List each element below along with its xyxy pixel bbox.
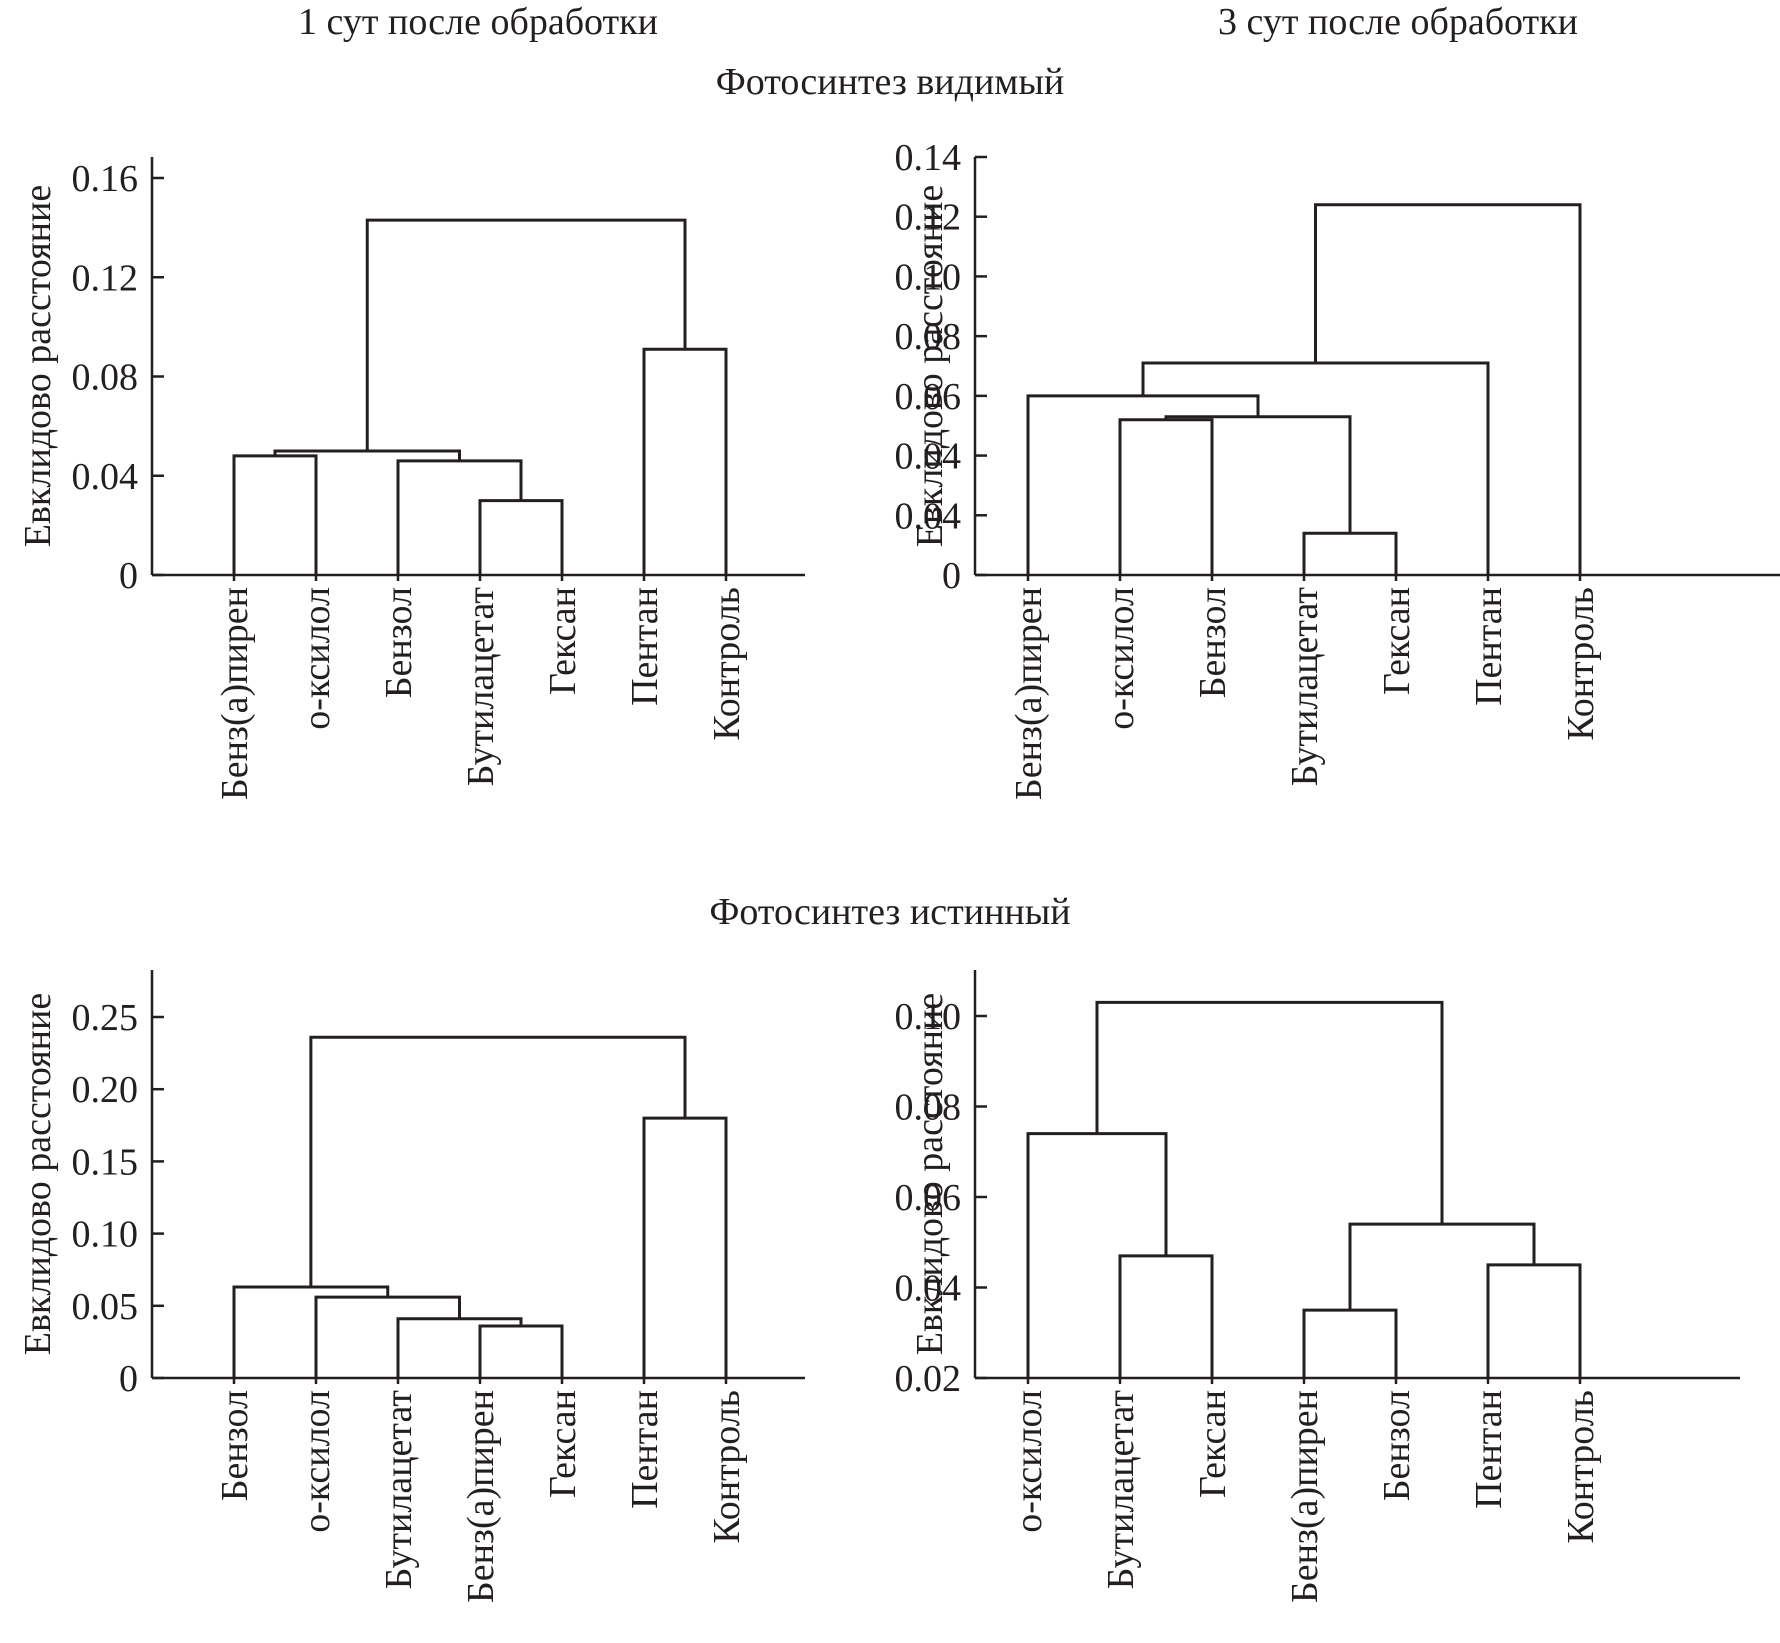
y-tick-label: 0.04 [895, 436, 962, 478]
dendrogram-link [1095, 1000, 1444, 1225]
leaf-label: Гексан [542, 1390, 584, 1498]
leaf-label: Контроль [706, 587, 748, 741]
dendrogram-link [1164, 415, 1352, 534]
row-title-true: Фотосинтез истинный [709, 891, 1071, 933]
y-tick-label: 0.02 [895, 1358, 962, 1400]
leaf-label: о-ксилол [1100, 587, 1142, 730]
leaf-label: Бензол [378, 587, 420, 698]
leaf-label: Контроль [1560, 1390, 1602, 1544]
dendrogram-link [232, 1285, 390, 1378]
y-tick-label: 0.10 [72, 1214, 139, 1256]
leaf-label: Бутилацетат [1284, 587, 1326, 787]
leaf-label: Бензол [1376, 1390, 1418, 1501]
y-tick-label: 0.10 [895, 996, 962, 1038]
leaf-label: Пентан [1468, 1390, 1510, 1509]
leaf-label: Контроль [706, 1390, 748, 1544]
y-tick-label: 0.04 [895, 495, 962, 537]
y-tick-label: 0.08 [895, 1087, 962, 1129]
y-tick-label: 0.06 [895, 1177, 962, 1219]
y-tick-label: 0.16 [72, 158, 139, 200]
leaf-label: Пентан [1468, 587, 1510, 706]
y-tick-label: 0.04 [72, 456, 139, 498]
dendrogram-link [232, 454, 318, 575]
y-axis-label: Евклидово расстояние [909, 993, 951, 1355]
leaf-label: Гексан [542, 587, 584, 695]
y-tick-label: 0.04 [895, 1268, 962, 1310]
leaf-label: о-ксилол [296, 1390, 338, 1533]
leaf-label: о-ксилол [296, 587, 338, 730]
dendrogram-link [273, 449, 461, 461]
y-tick-label: 0.20 [72, 1069, 139, 1111]
y-axis-label: Евклидово расстояние [909, 185, 951, 547]
leaf-label: Гексан [1376, 587, 1418, 695]
y-tick-label: 0.25 [72, 997, 139, 1039]
leaf-label: Пентан [624, 1390, 666, 1509]
dendrogram-link [396, 459, 523, 575]
dendrogram-link [1314, 203, 1582, 575]
chart-visible-day1: 0 0.04 0.08 0.12 0.16 Евклидово расстояние Бен… [17, 157, 805, 800]
leaf-label: Бенз(а)пирен [460, 1390, 502, 1603]
y-tick-label: 0 [119, 555, 138, 597]
leaf-label: Бутилацетат [460, 587, 502, 787]
y-tick-label: 0.05 [72, 1286, 139, 1328]
leaf-label: Бенз(а)пирен [1008, 587, 1050, 800]
dendrogram-link [642, 1116, 728, 1378]
leaf-label: Бутилацетат [378, 1390, 420, 1590]
y-tick-label: 0.08 [72, 357, 139, 399]
y-tick-label: 0.06 [895, 376, 962, 418]
dendrogram-link [478, 1324, 564, 1378]
y-tick-label: 0.08 [895, 316, 962, 358]
dendrogram-link [642, 347, 728, 575]
leaf-label: Гексан [1192, 1390, 1234, 1498]
chart-visible-day3: 0 0.04 0.04 0.06 0.08 0.10 0.12 0.14 Евклидово р… [895, 137, 1780, 800]
leaf-label: Бенз(а)пирен [1284, 1390, 1326, 1603]
chart-true-day1: 0 0.05 0.10 0.15 0.20 0.25 Евклидово расстояни… [17, 970, 805, 1603]
y-axis-label: Евклидово расстояние [17, 185, 59, 547]
dendrogram-link [365, 218, 687, 451]
dendrogram-link [1026, 394, 1260, 575]
leaf-label: Пентан [624, 587, 666, 706]
leaf-label: о-ксилол [1008, 1390, 1050, 1533]
dendrogram-link [396, 1317, 523, 1378]
y-tick-label: 0 [119, 1358, 138, 1400]
dendrogram-link [1348, 1222, 1536, 1311]
dendrogram-link [314, 1295, 461, 1378]
leaf-label: Контроль [1560, 587, 1602, 741]
dendrogram-link [1486, 1263, 1582, 1378]
y-tick-label: 0.12 [895, 197, 962, 239]
column-title-day3: 3 сут после обработки [1218, 1, 1578, 43]
y-tick-label: 0.15 [72, 1141, 139, 1183]
dendrogram-link [1302, 531, 1398, 575]
row-title-visible: Фотосинтез видимый [715, 61, 1065, 103]
leaf-label: Бенз(а)пирен [214, 587, 256, 800]
dendrogram-link [1302, 1308, 1398, 1378]
leaf-label: Бутилацетат [1100, 1390, 1142, 1590]
y-tick-label: 0.14 [895, 137, 962, 179]
dendrogram-link [1118, 418, 1214, 575]
dendrogram-link [478, 499, 564, 575]
leaf-label: Бензол [214, 1390, 256, 1501]
y-axis-label: Евклидово расстояние [17, 993, 59, 1355]
column-title-day1: 1 сут после обработки [298, 1, 658, 43]
y-tick-label: 0.12 [72, 257, 139, 299]
dendrogram-link [309, 1035, 687, 1288]
dendrogram-link [1118, 1254, 1214, 1378]
y-tick-label: 0 [942, 555, 961, 597]
leaf-label: Бензол [1192, 587, 1234, 698]
y-tick-label: 0.10 [895, 256, 962, 298]
